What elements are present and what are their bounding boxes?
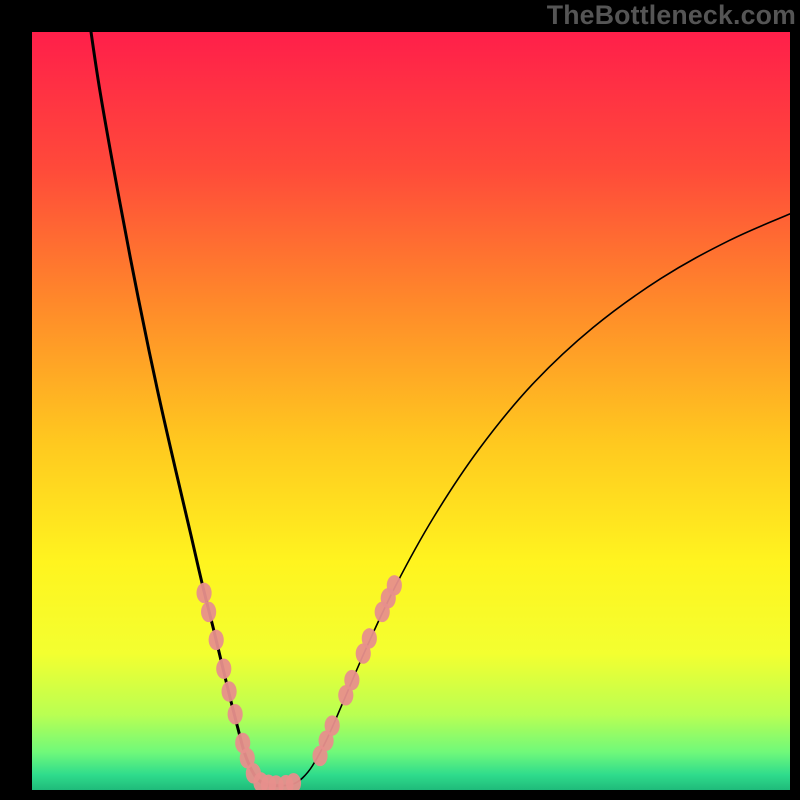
data-marker: [325, 715, 340, 735]
data-marker: [344, 670, 359, 690]
watermark-text: TheBottleneck.com: [547, 0, 796, 31]
gradient-background: [32, 32, 790, 790]
data-marker: [387, 575, 402, 595]
data-marker: [222, 681, 237, 701]
data-marker: [209, 630, 224, 650]
plot-area: [32, 32, 790, 790]
data-marker: [196, 583, 211, 603]
outer-frame: TheBottleneck.com: [0, 0, 800, 800]
data-marker: [201, 602, 216, 622]
data-marker: [216, 658, 231, 678]
chart-svg: [32, 32, 790, 790]
data-marker: [228, 704, 243, 724]
data-marker: [362, 628, 377, 648]
